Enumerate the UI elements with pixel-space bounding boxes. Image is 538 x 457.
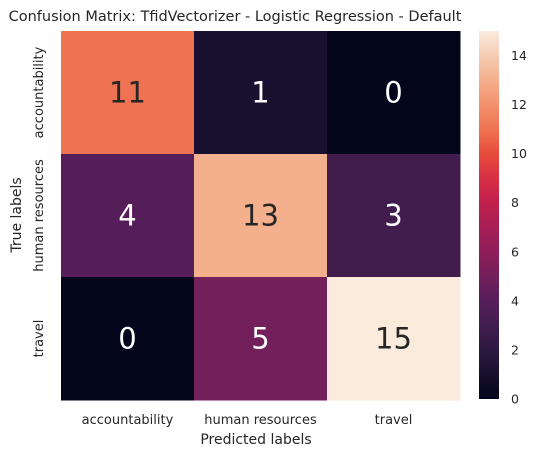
y-axis-label: True labels [9,177,25,253]
colorbar-tick-label: 8 [511,195,519,210]
x-axis-ticks: accountability human resources travel [82,413,413,428]
heatmap-cell-label: 5 [251,322,269,356]
heatmap-cell-label: 4 [118,199,136,233]
heatmap-cell-label: 13 [242,199,279,233]
y-axis-ticks: accountability human resources travel [32,46,47,357]
heatmap-cell-label: 0 [118,322,136,356]
colorbar-tick-label: 6 [511,244,519,259]
heatmap-cell-label: 1 [251,76,269,110]
x-tick-label: travel [375,413,413,428]
x-tick-label: accountability [82,413,174,428]
colorbar-tick-label: 2 [511,342,519,357]
x-tick-label: human resources [204,413,317,428]
colorbar-tick-label: 0 [511,392,519,407]
colorbar-tick-label: 12 [511,97,527,112]
colorbar-tick-label: 10 [511,146,527,161]
heatmap-cell-label: 3 [384,199,402,233]
heatmap-cell-label: 15 [375,322,412,356]
colorbar [479,31,499,399]
colorbar-ticks: 0 2 4 6 8 10 12 14 [511,48,527,406]
colorbar-tick-label: 14 [511,48,527,63]
y-tick-label: travel [32,320,47,358]
chart-title: Confusion Matrix: TfidVectorizer - Logis… [9,9,462,25]
x-axis-label: Predicted labels [200,432,311,448]
heatmap-cell-label: 0 [384,76,402,110]
heatmap-cell-label: 11 [109,76,146,110]
colorbar-tick-label: 4 [511,293,519,308]
y-tick-label: accountability [32,46,47,138]
y-tick-label: human resources [32,159,47,272]
